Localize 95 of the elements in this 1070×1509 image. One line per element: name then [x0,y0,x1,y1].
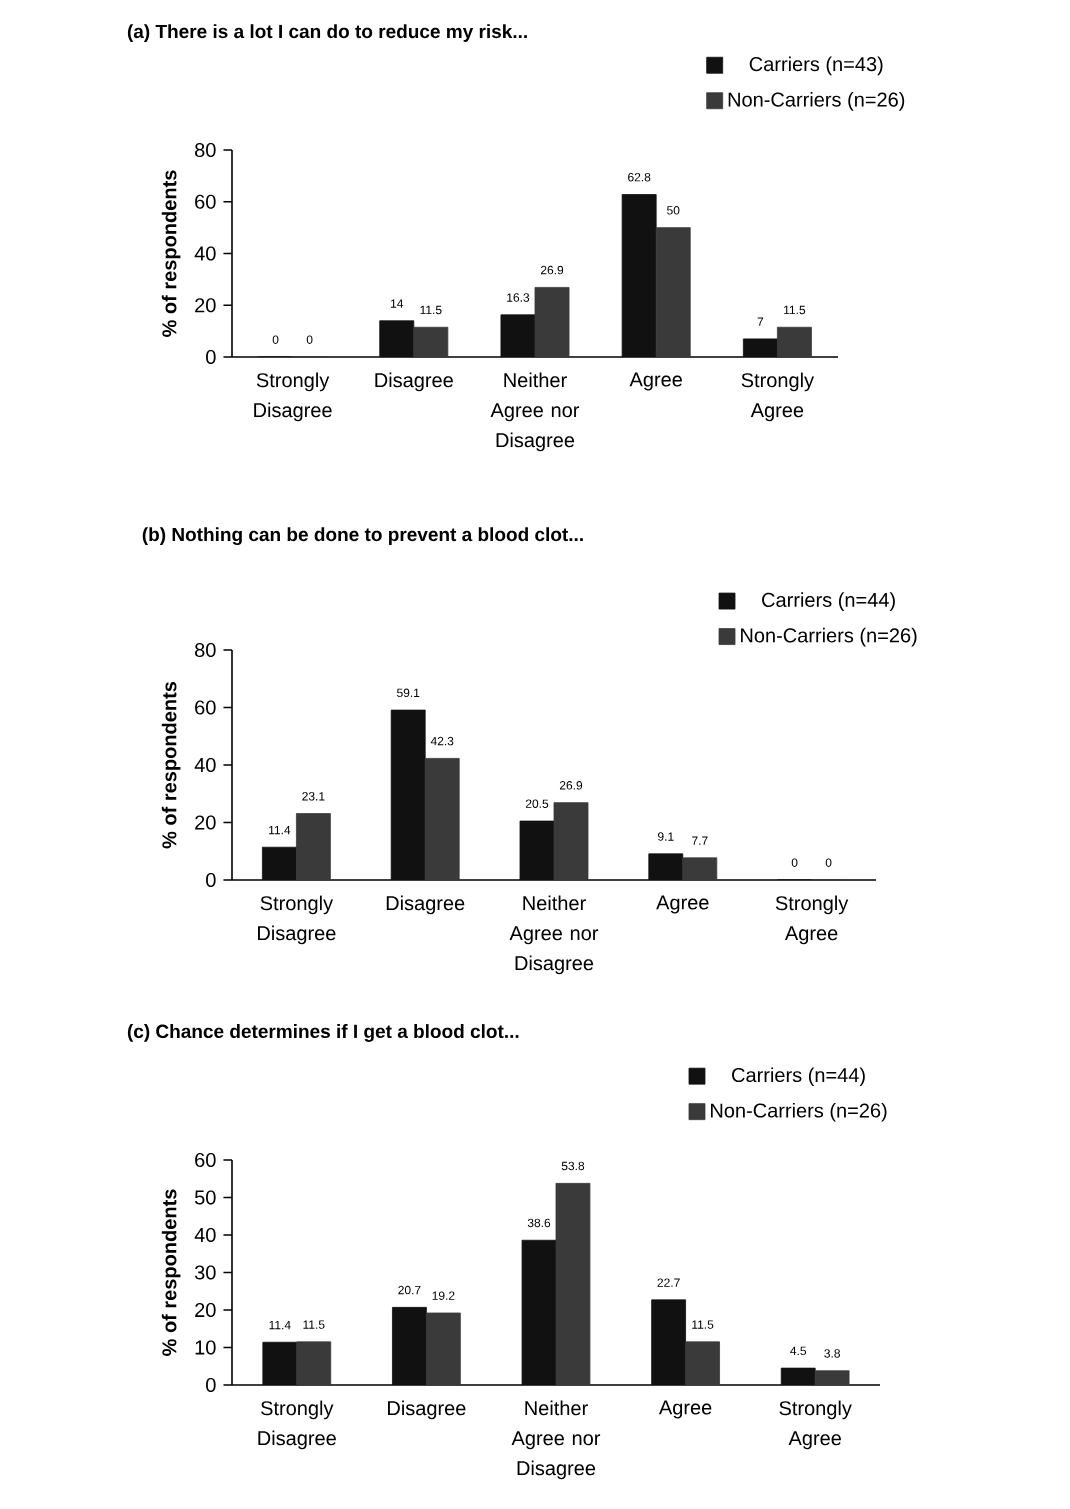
y-tick-label: 0 [206,872,216,888]
legend-label: Carriers (n=43) [749,56,883,76]
data-label: 7 [757,317,764,326]
y-tick-label: 40 [194,1227,216,1243]
data-label: 22.7 [657,1278,680,1287]
x-tick-label: Neither Agree nor Disagree [509,895,599,975]
legend-label: Carriers (n=44) [762,592,895,611]
data-label: 0 [825,858,832,867]
chart-title: (c) Chance determines if I get a blood clot... [127,1024,519,1042]
x-tick-label: Strongly Disagree [258,895,336,945]
bar [413,326,449,357]
bar [261,846,297,880]
chart-title: (a) There is a lot I can do to reduce my risk... [127,24,527,42]
x-tick-label: Strongly Disagree [258,1400,336,1450]
data-label: 53.8 [561,1161,585,1171]
y-axis-title: % of respondents [161,170,181,337]
bar [655,227,691,357]
data-label: 3.8 [824,1349,840,1358]
x-tick-label: Strongly Agree [779,1400,852,1450]
bar [262,1341,298,1385]
x-tick-label: Strongly Agree [741,372,815,422]
data-label: 11.4 [269,1320,291,1330]
y-tick-label: 80 [195,642,216,658]
bar [682,857,718,880]
y-tick-label: 80 [195,142,216,158]
y-tick-label: 0 [206,349,216,365]
chart-title: (b) Nothing can be done to prevent a blood clot... [142,527,583,546]
y-tick-label: 40 [194,246,216,261]
data-label: 19.2 [432,1291,455,1300]
data-label: 0 [272,335,279,344]
x-tick-label: Strongly Agree [775,895,849,945]
data-label: 4.5 [790,1346,807,1356]
x-tick-label: Agree [658,1400,712,1419]
bar [534,286,570,357]
y-tick-label: 0 [206,1377,216,1393]
data-label: 42.3 [430,736,454,746]
data-label: 20.7 [398,1285,421,1295]
bar [780,1367,816,1385]
y-tick-label: 20 [195,298,216,313]
data-label: 11.4 [269,825,291,835]
y-tick-label: 20 [195,1302,216,1318]
bar [776,326,812,357]
x-tick-label: Agree [656,895,709,914]
data-label: 11.5 [692,1320,714,1329]
bar [500,314,536,357]
bar [519,820,555,880]
bar [521,1239,557,1385]
data-label: 20.5 [525,799,549,808]
x-tick-label: Neither Agree nor Disagree [511,1400,601,1480]
bar [621,194,657,357]
x-tick-label: Agree [629,372,682,391]
y-tick-label: 60 [195,194,216,209]
bar [651,1299,686,1385]
data-label: 62.8 [628,172,651,182]
data-label: 23.1 [302,792,325,801]
legend-label: Non-Carriers (n=26) [711,1102,887,1122]
data-label: 14 [391,299,404,308]
x-tick-label: Neither Agree nor Disagree [490,372,580,452]
y-axis-title: % of respondents [161,681,181,849]
bar [553,802,589,880]
data-label: 16.3 [507,293,530,302]
bar [742,338,778,357]
bar [424,757,460,880]
data-label: 26.9 [559,781,583,790]
y-axis-title: % of respondents [161,1189,181,1356]
y-tick-label: 40 [194,757,216,773]
legend-label: Carriers (n=44) [732,1067,865,1087]
y-tick-label: 60 [195,1152,216,1168]
legend-label: Non-Carriers (n=26) [728,92,905,111]
data-label: 0 [791,858,798,867]
data-label: 9.1 [658,832,674,841]
x-tick-label: Disagree [386,895,465,915]
bar [648,853,684,880]
data-label: 50 [667,206,680,215]
bar [296,813,331,880]
data-label: 26.9 [540,265,564,275]
data-label: 11.5 [784,305,806,315]
y-tick-label: 20 [195,815,216,830]
x-tick-label: Strongly Disagree [254,372,332,422]
y-tick-label: 50 [194,1190,216,1205]
x-tick-label: Disagree [375,372,453,392]
y-tick-label: 30 [194,1265,216,1280]
data-label: 11.5 [303,1320,325,1329]
data-label: 38.6 [527,1218,551,1228]
bar [390,709,426,880]
y-tick-label: 10 [195,1340,216,1355]
bar [392,1306,427,1385]
data-label: 7.7 [692,836,708,845]
data-label: 0 [306,335,313,344]
bar [379,320,415,357]
data-label: 11.5 [420,305,442,315]
data-label: 59.1 [396,688,420,698]
y-tick-label: 60 [195,700,216,715]
x-tick-label: Disagree [388,1400,466,1420]
legend-label: Non-Carriers (n=26) [741,627,917,647]
